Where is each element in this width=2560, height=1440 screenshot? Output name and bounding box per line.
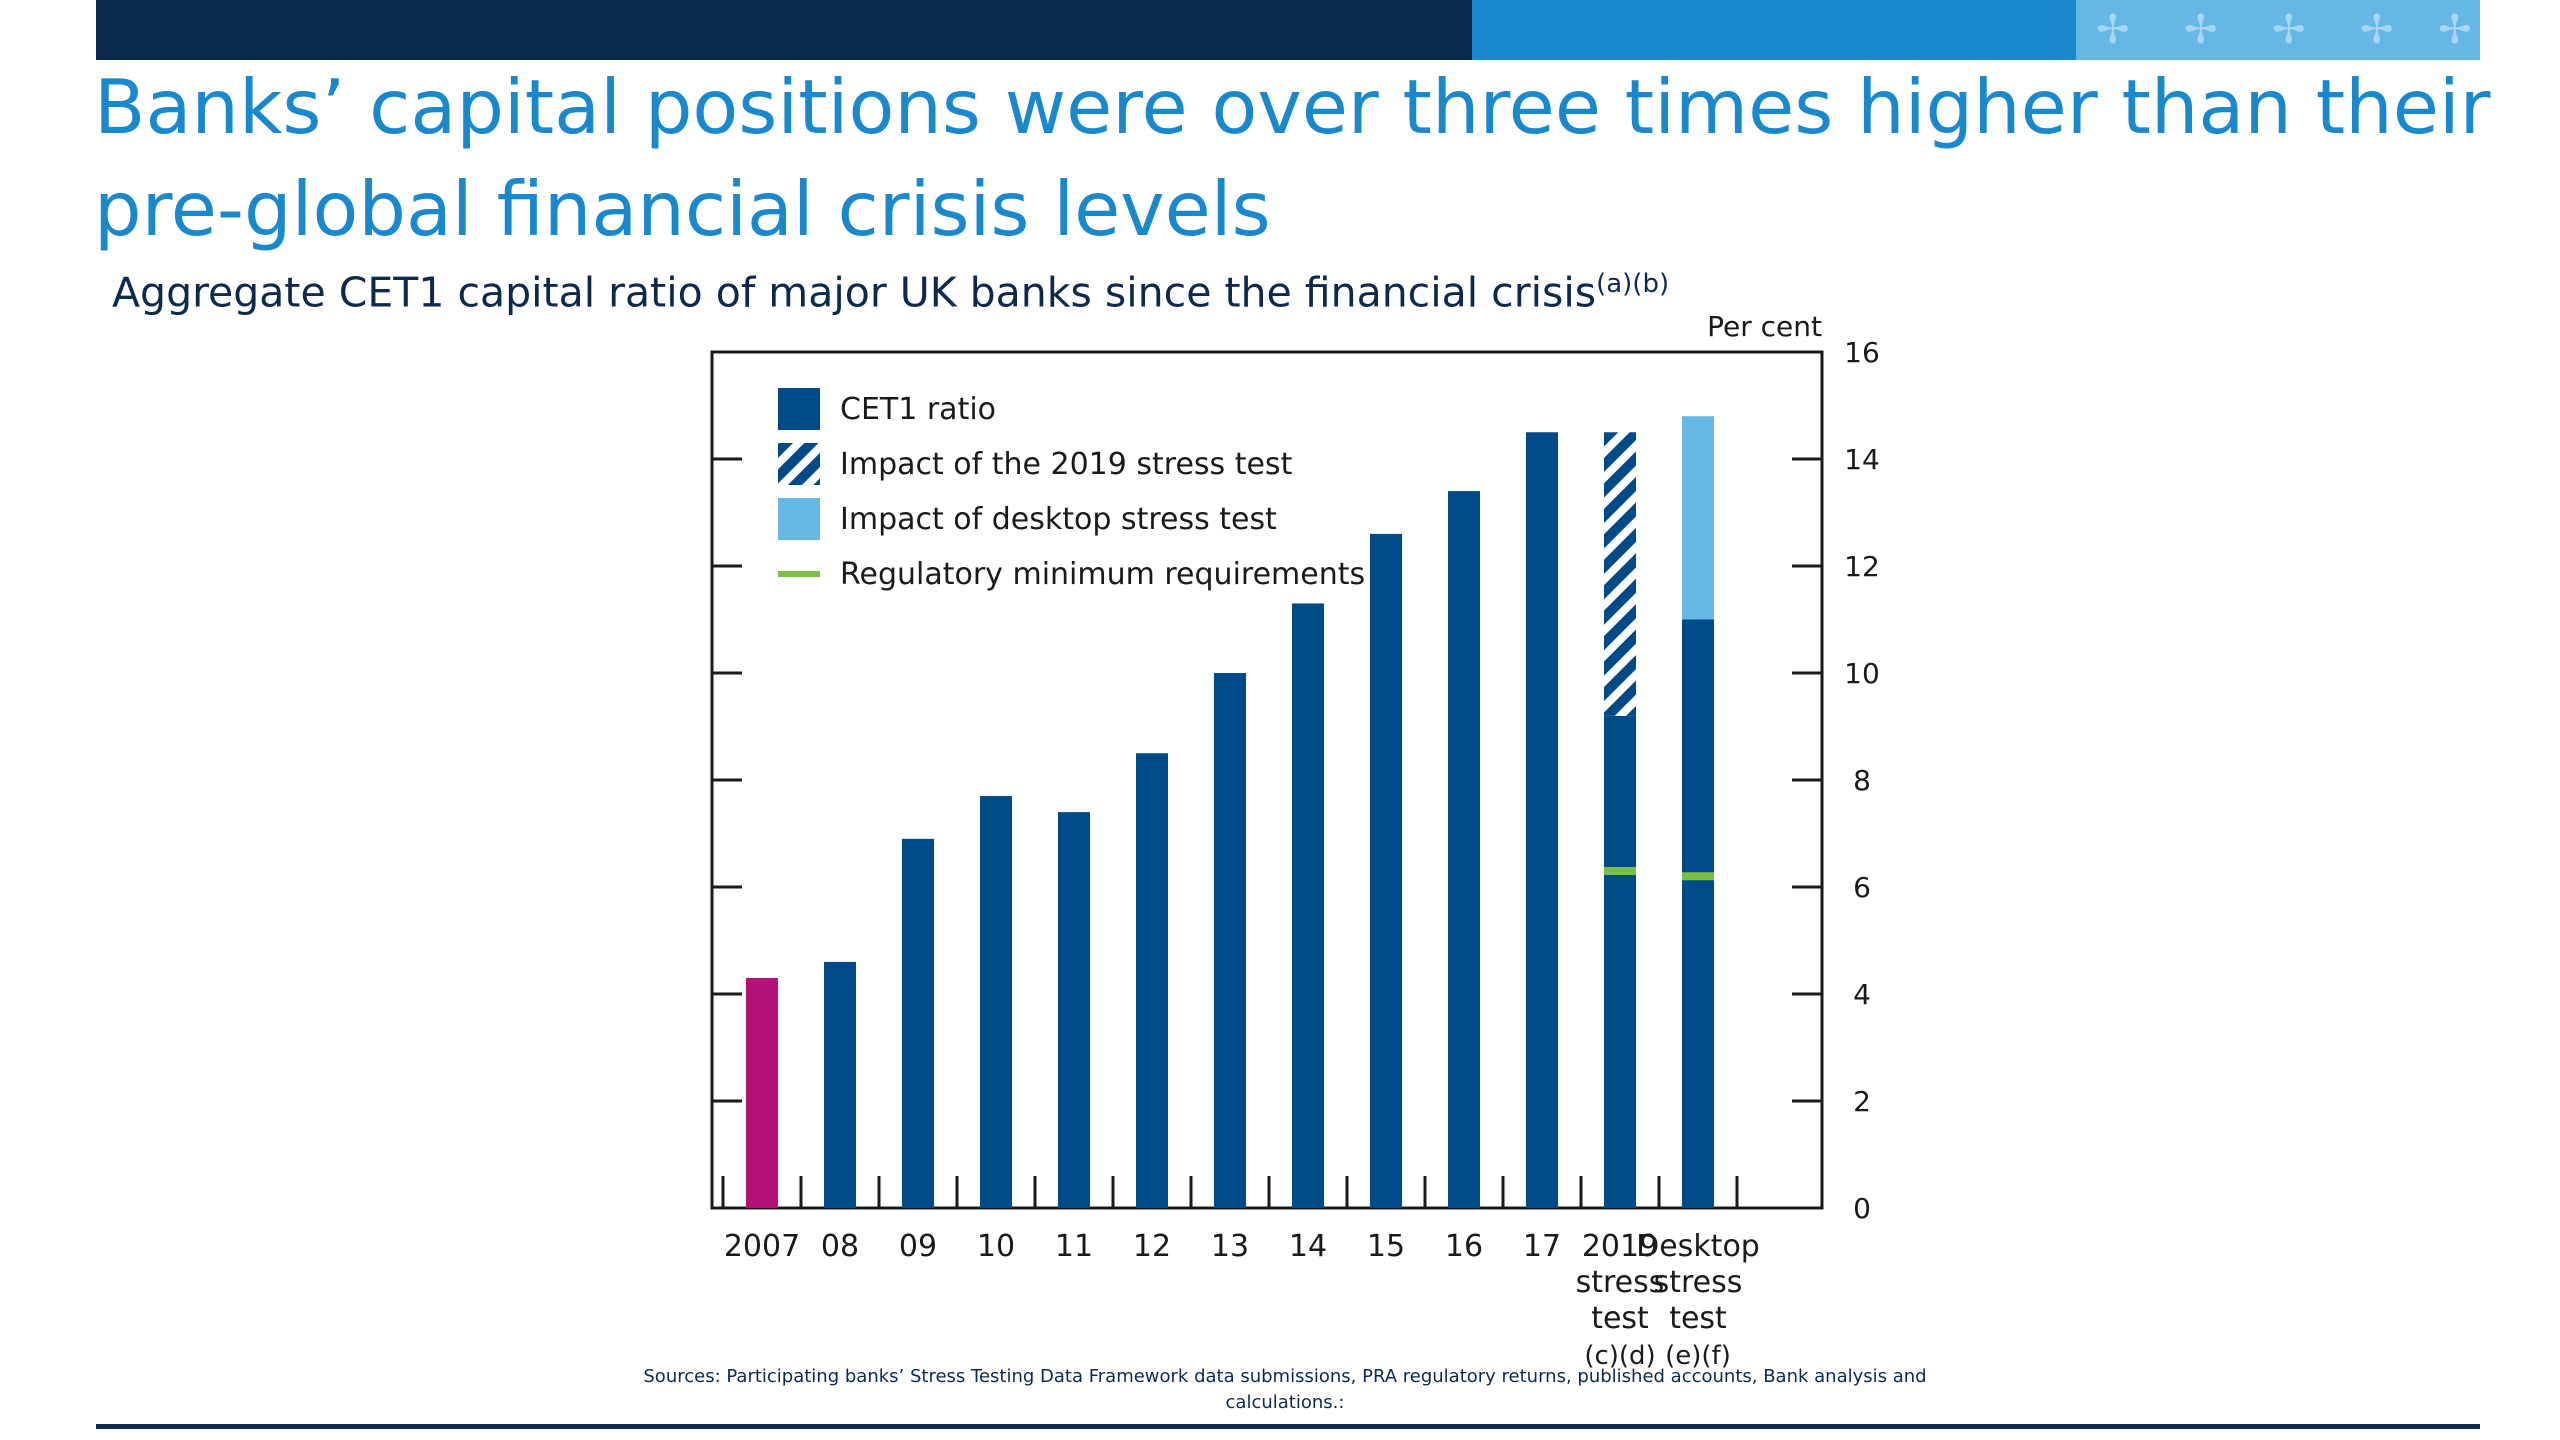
x-category-label: stress bbox=[1576, 1265, 1665, 1300]
y-tick-label: 16 bbox=[1844, 336, 1880, 369]
header-band-pattern: ✢ ✢ ✢ ✢ ✢ bbox=[2076, 0, 2480, 60]
header-band-mid bbox=[1472, 0, 2076, 60]
y-tick-label: 0 bbox=[1853, 1192, 1871, 1225]
legend-swatch bbox=[778, 388, 820, 430]
bar-cet1-ratio bbox=[1058, 812, 1090, 1208]
chart-subtitle-text: Aggregate CET1 capital ratio of major UK… bbox=[112, 268, 1597, 317]
bar-impact-desktop-stress-test bbox=[1682, 416, 1714, 620]
legend-label: Regulatory minimum requirements bbox=[840, 557, 1365, 592]
y-axis-label: Per cent bbox=[1707, 310, 1822, 343]
legend-swatch-hatched bbox=[778, 443, 820, 485]
bar-cet1-ratio bbox=[1370, 533, 1402, 1208]
bar-cet1-ratio bbox=[1526, 432, 1558, 1208]
chart-subtitle-notes: (a)(b) bbox=[1596, 269, 1670, 299]
chart-subtitle: Aggregate CET1 capital ratio of major UK… bbox=[112, 254, 1669, 323]
bar-cet1-ratio bbox=[1136, 753, 1168, 1208]
bar-cet1-ratio bbox=[1682, 619, 1714, 1208]
y-tick-label: 10 bbox=[1844, 657, 1880, 690]
bar-cet1-ratio bbox=[980, 796, 1012, 1208]
decorative-cross-icon: ✢ bbox=[2360, 7, 2394, 53]
x-category-label: (c)(d) bbox=[1584, 1341, 1655, 1371]
bar-cet1-ratio bbox=[1292, 603, 1324, 1208]
y-tick-label: 8 bbox=[1853, 764, 1871, 797]
bar-cet1-ratio bbox=[746, 977, 778, 1208]
x-category-label: 14 bbox=[1289, 1229, 1327, 1264]
x-category-label: (e)(f) bbox=[1665, 1341, 1731, 1371]
legend-label: CET1 ratio bbox=[840, 392, 996, 427]
chart-sources: Sources: Participating banks’ Stress Tes… bbox=[643, 1366, 1927, 1413]
y-tick-label: 6 bbox=[1853, 871, 1871, 904]
bar-cet1-ratio bbox=[902, 838, 934, 1208]
x-category-label: test bbox=[1591, 1301, 1649, 1336]
x-category-label: test bbox=[1669, 1301, 1727, 1336]
bar-cet1-ratio bbox=[824, 961, 856, 1208]
bar-cet1-ratio bbox=[1448, 491, 1480, 1209]
x-category-label: 15 bbox=[1367, 1229, 1405, 1264]
x-category-label: 10 bbox=[977, 1229, 1015, 1264]
x-category-label: Desktop bbox=[1636, 1229, 1760, 1264]
y-tick-label: 12 bbox=[1844, 550, 1880, 583]
x-category-label: 09 bbox=[899, 1229, 937, 1264]
legend-label: Impact of desktop stress test bbox=[840, 502, 1277, 537]
decorative-cross-icon: ✢ bbox=[2184, 7, 2218, 53]
bar-impact-2019-stress-test bbox=[1604, 432, 1636, 716]
bar-cet1-ratio bbox=[1214, 673, 1246, 1208]
footer-rule bbox=[96, 1424, 2480, 1429]
page-title: Banks’ capital positions were over three… bbox=[94, 63, 2491, 253]
decorative-cross-icon: ✢ bbox=[2096, 7, 2130, 53]
x-category-label: 13 bbox=[1211, 1229, 1249, 1264]
decorative-cross-icon: ✢ bbox=[2438, 7, 2472, 53]
x-category-label: 11 bbox=[1055, 1229, 1093, 1264]
x-category-label: 17 bbox=[1523, 1229, 1561, 1264]
y-tick-label: 4 bbox=[1853, 978, 1871, 1011]
bar-cet1-ratio bbox=[1604, 715, 1636, 1208]
x-category-label: 2007 bbox=[724, 1229, 800, 1264]
header-band-dark bbox=[96, 0, 1472, 60]
decorative-cross-icon: ✢ bbox=[2272, 7, 2306, 53]
x-category-label: 16 bbox=[1445, 1229, 1483, 1264]
x-category-label: 08 bbox=[821, 1229, 859, 1264]
legend-swatch bbox=[778, 498, 820, 540]
x-category-label: stress bbox=[1654, 1265, 1743, 1300]
x-category-label: 12 bbox=[1133, 1229, 1171, 1264]
legend-label: Impact of the 2019 stress test bbox=[840, 447, 1293, 482]
x-category-label: 2019 bbox=[1582, 1229, 1658, 1264]
y-tick-label: 14 bbox=[1844, 443, 1880, 476]
y-tick-label: 2 bbox=[1853, 1085, 1871, 1118]
